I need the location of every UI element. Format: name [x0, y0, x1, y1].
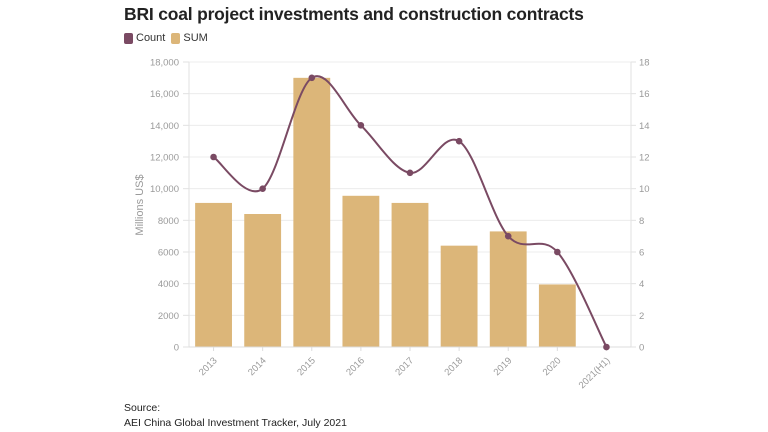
count-point-2019	[504, 232, 512, 240]
legend-item-count[interactable]: Count	[124, 32, 165, 44]
bar-series-sum	[195, 77, 576, 347]
count-point-2021(H1)	[603, 343, 610, 351]
legend-label-count: Count	[136, 32, 166, 44]
y-tick-label: 16,000	[150, 89, 179, 100]
source-note: Source: AEI China Global Investment Trac…	[124, 401, 347, 431]
bar-2017	[391, 202, 429, 347]
x-tick-label: 2017	[393, 355, 416, 378]
count-point-2017	[406, 169, 414, 177]
x-tick-label: 2019	[492, 355, 515, 378]
y-tick-label: 6000	[158, 248, 179, 259]
legend-item-sum[interactable]: SUM	[171, 32, 208, 44]
y2-tick-label: 8	[639, 216, 644, 227]
bar-2018	[440, 245, 478, 347]
y-tick-label: 4000	[158, 279, 179, 290]
bar-2014	[244, 214, 282, 347]
y2-tick-label: 14	[639, 121, 650, 132]
count-point-2016	[357, 122, 365, 129]
x-tick-label: 2021(H1)	[577, 355, 613, 391]
y-tick-label: 8000	[158, 216, 179, 227]
y-axis-right-ticks: 0 2 4 6 8 10 12 14 16 18	[631, 58, 650, 354]
y2-tick-label: 2	[639, 311, 644, 322]
y2-tick-label: 6	[639, 248, 644, 259]
x-tick-label: 2015	[295, 355, 318, 378]
source-text: AEI China Global Investment Tracker, Jul…	[124, 417, 347, 429]
source-label: Source:	[124, 402, 161, 414]
bar-2016	[342, 195, 380, 347]
x-tick-label: 2014	[246, 355, 269, 378]
y-tick-label: 10,000	[150, 184, 179, 195]
y2-tick-label: 0	[639, 343, 644, 354]
y2-tick-label: 10	[639, 184, 650, 195]
bar-2020	[538, 284, 576, 347]
bar-2015	[293, 77, 331, 347]
y-tick-label: 12,000	[150, 153, 179, 164]
y-axis-left-ticks: 0 2000 4000 6000 8000 10,000 12,000 14,000 16,00…	[150, 58, 189, 354]
y-axis-title: Millions US$	[134, 174, 146, 235]
legend-swatch-sum	[171, 32, 181, 44]
bar-2019	[489, 231, 527, 347]
y-tick-label: 14,000	[150, 121, 179, 132]
y2-tick-label: 18	[639, 58, 650, 69]
x-tick-label: 2013	[197, 355, 220, 378]
count-point-2015	[308, 74, 316, 82]
count-point-2014	[259, 185, 266, 192]
legend-swatch-count	[124, 32, 133, 44]
count-point-2018	[455, 137, 463, 145]
legend: Count SUM	[124, 32, 214, 44]
y-tick-label: 2000	[158, 311, 179, 322]
y2-tick-label: 12	[639, 153, 650, 164]
x-tick-label: 2020	[541, 355, 564, 378]
line-series-count	[210, 74, 610, 351]
legend-label-sum: SUM	[183, 32, 208, 44]
x-axis-ticks: 2013 2014 2015 2016 2017 2018 2019 2020 2021(H1)	[197, 347, 613, 391]
x-tick-label: 2016	[344, 355, 367, 378]
bar-2013	[195, 202, 232, 347]
count-point-2020	[554, 248, 561, 256]
y-tick-label: 0	[174, 343, 179, 354]
y2-tick-label: 16	[639, 89, 650, 100]
y-tick-label: 18,000	[150, 58, 179, 69]
chart-title: BRI coal project investments and constru…	[124, 4, 584, 24]
y2-tick-label: 4	[639, 279, 644, 290]
x-tick-label: 2018	[443, 355, 466, 378]
count-point-2013	[210, 153, 217, 161]
